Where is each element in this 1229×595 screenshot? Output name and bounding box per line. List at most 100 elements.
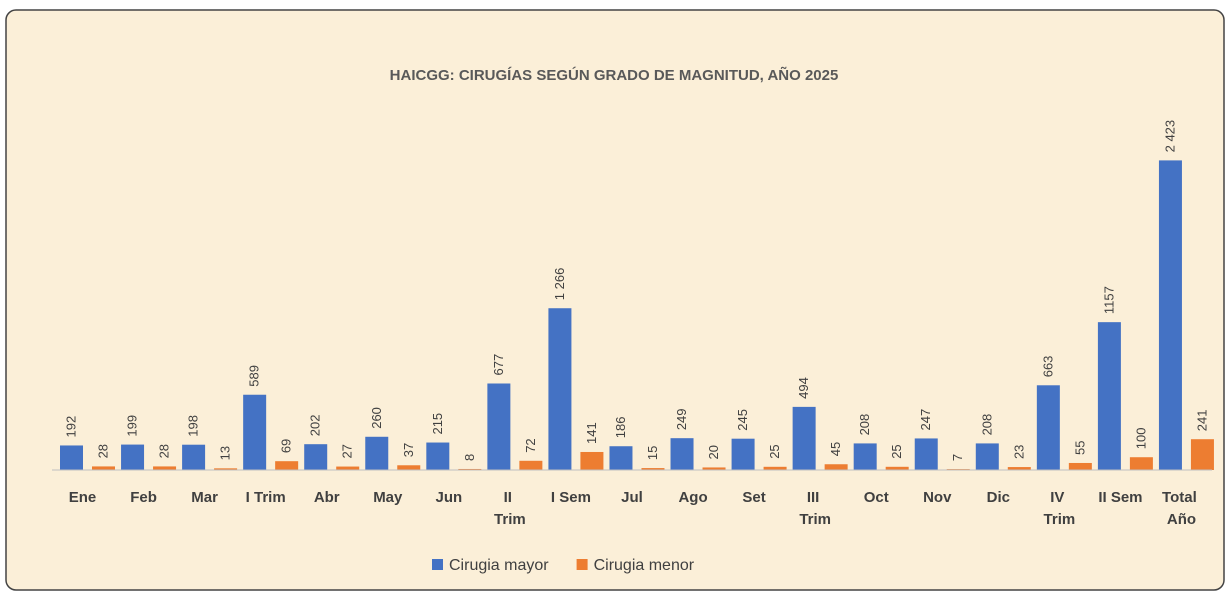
value-label: 241 xyxy=(1194,410,1209,432)
x-tick-label: I Trim xyxy=(246,489,286,506)
x-tick-label: Oct xyxy=(864,489,889,506)
x-tick-label: Ene xyxy=(69,489,97,506)
x-tick-label: Jun xyxy=(436,489,463,506)
value-label: 8 xyxy=(462,454,477,461)
value-label: 247 xyxy=(918,409,933,431)
bar xyxy=(824,464,848,470)
bar xyxy=(609,446,633,470)
value-label: 55 xyxy=(1072,441,1087,455)
bar xyxy=(885,466,909,470)
bar xyxy=(182,444,206,470)
value-label: 7 xyxy=(950,454,965,461)
value-label: 72 xyxy=(523,438,538,452)
x-tick-label: Nov xyxy=(923,489,952,506)
value-label: 192 xyxy=(64,416,79,438)
legend-label: Cirugia mayor xyxy=(449,557,549,574)
value-label: 186 xyxy=(613,417,628,439)
bar xyxy=(336,466,360,470)
bar xyxy=(458,468,482,470)
bar xyxy=(702,467,726,470)
value-label: 215 xyxy=(430,413,445,435)
value-label: 141 xyxy=(584,422,599,444)
bar xyxy=(214,468,238,470)
value-label: 198 xyxy=(186,415,201,437)
bar xyxy=(304,444,328,470)
value-label: 494 xyxy=(796,377,811,399)
bar xyxy=(153,466,177,470)
bar xyxy=(670,438,694,470)
bar xyxy=(1190,439,1214,470)
bar xyxy=(275,461,299,470)
x-tick-label: Feb xyxy=(130,489,157,506)
bar xyxy=(731,438,755,470)
bar xyxy=(519,460,543,470)
bar xyxy=(92,466,115,470)
bar xyxy=(914,438,938,470)
value-label: 28 xyxy=(96,444,111,458)
bar xyxy=(1158,160,1182,470)
value-label: 25 xyxy=(767,444,782,458)
x-tick-label: Dic xyxy=(987,489,1010,506)
value-label: 260 xyxy=(369,407,384,429)
legend-swatch xyxy=(432,559,443,570)
bar xyxy=(365,436,389,470)
value-label: 2 423 xyxy=(1162,120,1177,153)
bar xyxy=(397,465,421,470)
bar xyxy=(1068,462,1092,470)
value-label: 199 xyxy=(125,415,140,437)
bar xyxy=(1129,457,1153,470)
value-label: 25 xyxy=(889,444,904,458)
bar xyxy=(1097,322,1121,470)
value-label: 45 xyxy=(828,442,843,456)
x-tick-label: IV Trim xyxy=(1044,489,1076,528)
value-label: 202 xyxy=(308,414,323,436)
bar xyxy=(580,451,604,470)
value-label: 23 xyxy=(1011,445,1026,459)
x-tick-label: I Sem xyxy=(551,489,591,506)
value-label: 28 xyxy=(157,444,172,458)
bar xyxy=(426,442,450,470)
legend-label: Cirugia menor xyxy=(594,557,695,574)
x-tick-label: Mar xyxy=(191,489,218,506)
value-label: 100 xyxy=(1133,428,1148,450)
bar xyxy=(792,406,816,470)
bar xyxy=(641,468,665,470)
value-label: 677 xyxy=(491,354,506,376)
x-tick-label: Set xyxy=(742,489,765,506)
value-label: 245 xyxy=(735,409,750,431)
x-tick-label: Abr xyxy=(314,489,340,506)
bar xyxy=(975,443,999,470)
bar xyxy=(548,308,572,470)
x-tick-label: Ago xyxy=(678,489,707,506)
bar xyxy=(763,466,787,470)
x-tick-label: II Trim xyxy=(494,489,526,528)
bar xyxy=(60,445,83,470)
x-tick-label: III Trim xyxy=(799,489,831,528)
chart-title: HAICGG: CIRUGÍAS SEGÚN GRADO DE MAGNITUD… xyxy=(390,66,839,84)
value-label: 589 xyxy=(247,365,262,387)
chart-frame xyxy=(5,9,1225,591)
value-label: 1157 xyxy=(1101,286,1116,314)
value-label: 13 xyxy=(218,446,233,460)
value-label: 20 xyxy=(706,445,721,459)
bar xyxy=(243,394,267,470)
bar xyxy=(1036,385,1060,470)
bar xyxy=(487,383,511,470)
value-label: 27 xyxy=(340,444,355,458)
value-label: 69 xyxy=(279,439,294,453)
bar xyxy=(853,443,877,470)
value-label: 208 xyxy=(979,414,994,436)
bar xyxy=(121,444,145,470)
value-label: 208 xyxy=(857,414,872,436)
value-label: 1 266 xyxy=(552,268,567,301)
value-label: 37 xyxy=(401,443,416,457)
value-label: 15 xyxy=(645,446,660,460)
x-tick-label: Jul xyxy=(621,489,643,506)
value-label: 249 xyxy=(674,408,689,430)
x-tick-label: II Sem xyxy=(1098,489,1142,506)
value-label: 663 xyxy=(1040,356,1055,378)
legend-swatch xyxy=(576,559,588,570)
bar xyxy=(1007,467,1031,470)
x-tick-label: May xyxy=(373,489,403,506)
